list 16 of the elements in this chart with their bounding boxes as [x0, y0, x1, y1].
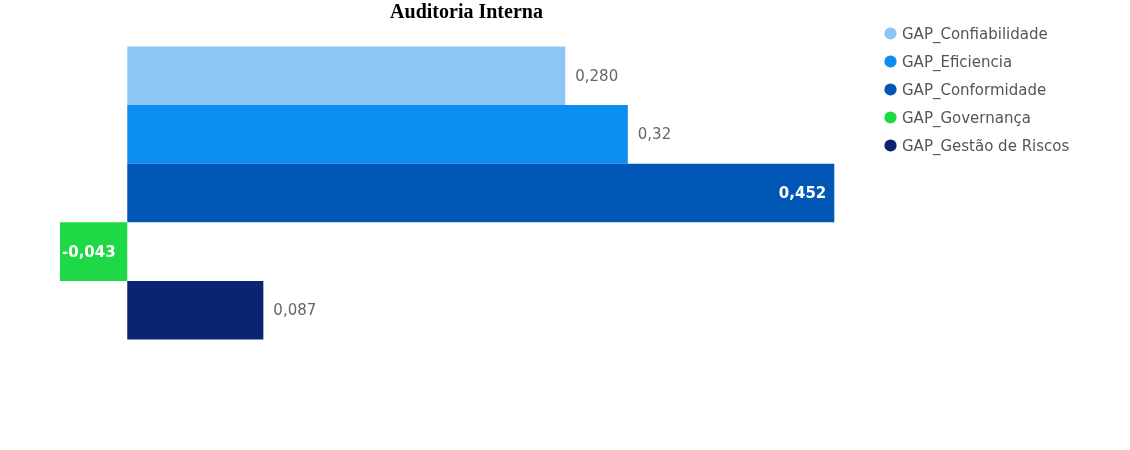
bar [127, 46, 566, 106]
legend-label: GAP_Confiabilidade [902, 24, 1048, 44]
data-label: 0,452 [778, 184, 827, 202]
legend-label: GAP_Governança [902, 108, 1031, 128]
bar [127, 163, 835, 223]
data-label: 0,280 [575, 66, 619, 85]
chart-title: Auditoria Interna [390, 0, 543, 22]
legend-label: GAP_Eficiencia [902, 52, 1013, 72]
data-label: 0,087 [273, 301, 317, 320]
legend-label: GAP_Gestão de Riscos [902, 136, 1070, 156]
legend-label: GAP_Conformidade [902, 80, 1047, 100]
data-label: 0,32 [637, 125, 672, 144]
bar [127, 105, 628, 164]
bar [60, 222, 128, 281]
bar [127, 280, 264, 340]
data-label: -0,043 [62, 242, 116, 261]
